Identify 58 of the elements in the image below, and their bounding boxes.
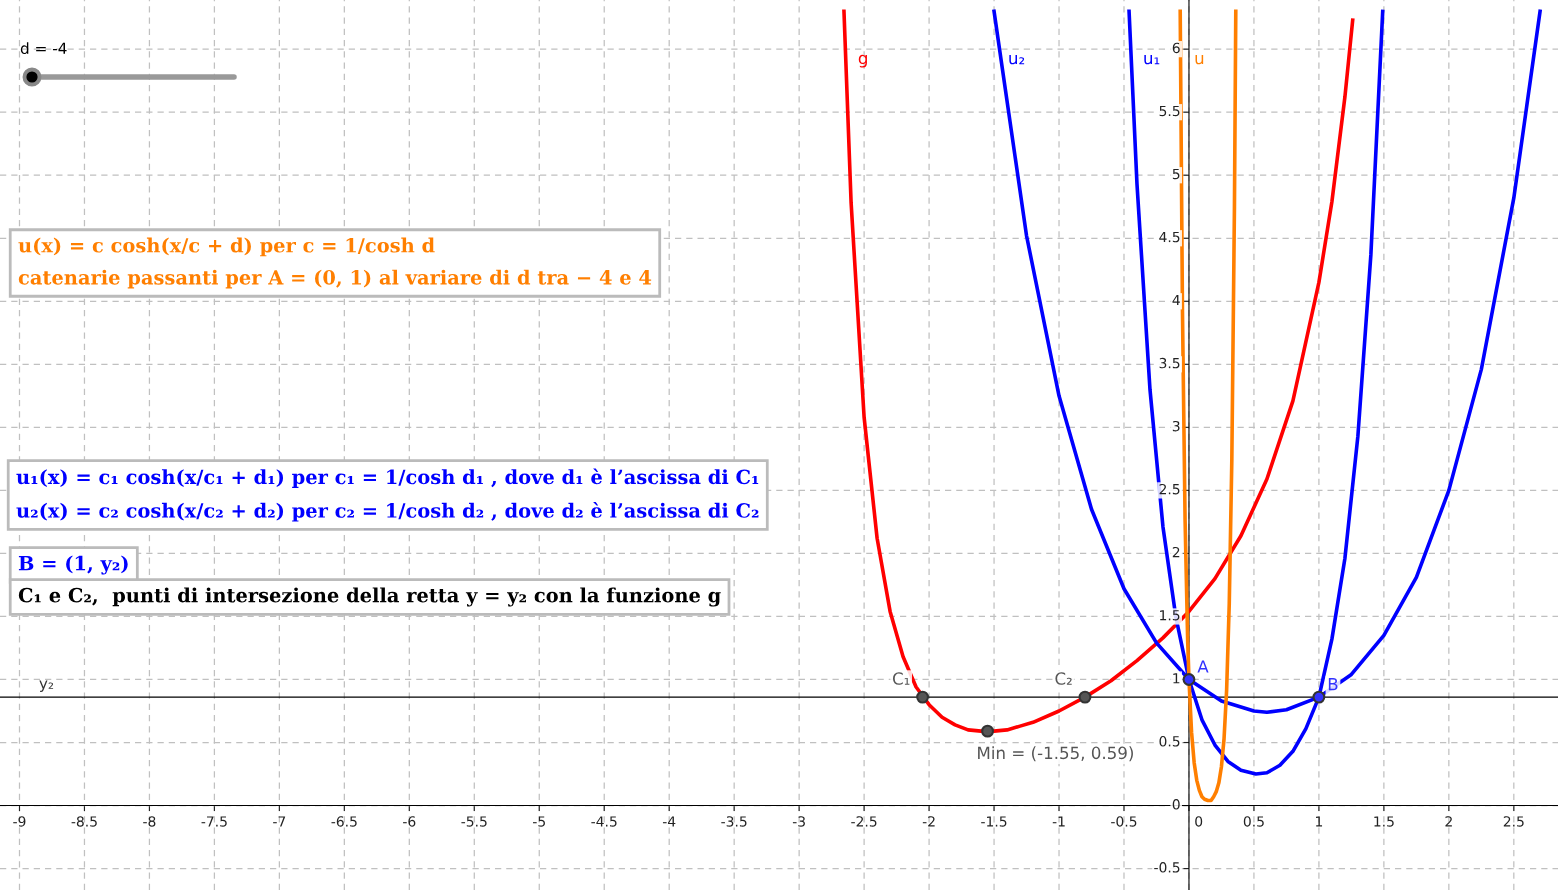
y-tick-label: 3.5 xyxy=(1159,357,1180,369)
x-tick-label: -1.5 xyxy=(981,816,1007,827)
series-label: g xyxy=(858,54,867,68)
x-tick-label: -6.5 xyxy=(331,816,357,827)
point xyxy=(916,690,930,704)
series-label: A xyxy=(1197,660,1209,673)
x-tick-label: -4.5 xyxy=(591,816,617,827)
x-tick-label: -0.5 xyxy=(1111,816,1137,827)
y-tick-label: 4 xyxy=(1172,295,1180,306)
series-label: u xyxy=(1195,54,1204,65)
point xyxy=(1078,690,1092,704)
x-tick-label: -8.5 xyxy=(71,816,97,827)
x-tick-label: -4 xyxy=(662,816,676,827)
x-tick-label: -9 xyxy=(13,816,26,827)
y-tick-label: 1.5 xyxy=(1160,610,1180,621)
point xyxy=(1182,673,1196,686)
annotation: C₁ e C₂, punti di intersezione della retta y = y₂ con la funzione g xyxy=(18,587,721,607)
series-label: u₁ xyxy=(1144,54,1160,65)
x-tick-label: 0.5 xyxy=(1243,816,1264,827)
x-tick-label: 0 xyxy=(1195,816,1203,827)
x-tick-label: 2 xyxy=(1445,816,1452,827)
x-tick-label: -3.5 xyxy=(721,816,747,827)
series-label: u₂ xyxy=(1009,54,1025,65)
x-tick-label: 2.5 xyxy=(1503,816,1524,827)
x-tick-label: -7.5 xyxy=(201,816,227,827)
series-label: C₂ xyxy=(1055,672,1072,685)
y-tick-label: -0.5 xyxy=(1154,862,1180,873)
y-tick-label: 3 xyxy=(1172,420,1180,432)
point xyxy=(1312,690,1326,704)
y-tick-label: 5.5 xyxy=(1159,105,1180,117)
x-tick-label: -5.5 xyxy=(461,816,487,827)
annotation: u₁(x) = c₁ cosh(x/c₁ + d₁) per c₁ = 1/cosh d₁ , dove d₁ è l’ascissa di C₁ u₂(x) = c₂ cosh(x/c₂ + d₂) per c₂ = 1/cosh d₂ , dove d₂ è l’ascissa di C₂ xyxy=(16,468,759,522)
annotation: d = -4 xyxy=(20,42,67,55)
y-tick-label: 1 xyxy=(1173,673,1180,684)
point xyxy=(981,724,994,738)
x-tick-label: 1 xyxy=(1316,816,1323,827)
series-label: Min = (-1.55, 0.59) xyxy=(978,746,1133,762)
y-tick-label: 5 xyxy=(1172,168,1180,180)
x-tick-label: -6 xyxy=(403,816,416,827)
x-tick-label: 1.5 xyxy=(1374,816,1394,827)
y-tick-label: 6 xyxy=(1172,42,1180,54)
annotation: u(x) = c cosh(x/c + d) per c = 1/cosh d catenarie passanti per A = (0, 1) al variare di d tra − 4 e 4 xyxy=(18,237,652,289)
x-tick-label: -3 xyxy=(792,816,805,827)
x-tick-label: -5 xyxy=(533,816,545,827)
x-tick-label: -2 xyxy=(922,816,935,827)
annotation: B = (1, y₂) xyxy=(18,555,128,575)
y-tick-label: 0 xyxy=(1172,799,1180,810)
y-tick-label: 2 xyxy=(1172,546,1180,558)
x-tick-label: -8 xyxy=(143,816,156,827)
x-tick-label: -7 xyxy=(273,816,286,827)
x-tick-label: -2.5 xyxy=(851,816,877,827)
x-tick-label: -1 xyxy=(1052,816,1065,827)
y-tick-label: 4.5 xyxy=(1159,231,1180,243)
ref-line-label: y₂ xyxy=(39,680,54,692)
series-label: C₁ xyxy=(892,672,910,685)
y-tick-label: 2.5 xyxy=(1159,483,1180,495)
series-label: B xyxy=(1328,678,1338,691)
y-tick-label: 0.5 xyxy=(1159,736,1180,747)
